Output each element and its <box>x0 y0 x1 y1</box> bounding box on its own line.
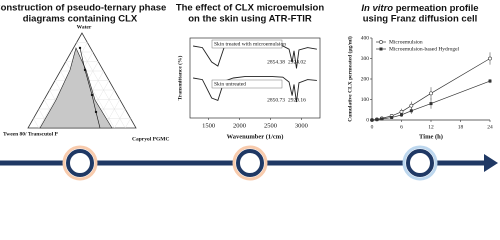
marker <box>488 79 492 83</box>
milestone <box>236 149 264 177</box>
y-axis-label: Transmittance (%) <box>176 56 183 101</box>
series-label: Skin treated with microemulsion <box>214 41 286 47</box>
spectrum-line <box>193 75 317 103</box>
peak-label: 2924.02 <box>288 59 306 65</box>
x-tick-label: 0 <box>371 124 374 130</box>
title-italic: In vitro <box>361 3 393 14</box>
marker <box>390 116 394 120</box>
vertex-label: Water <box>77 24 92 30</box>
marker <box>409 103 414 108</box>
phase-region <box>39 47 113 129</box>
label-box <box>211 79 283 89</box>
milestone <box>406 149 434 177</box>
marker <box>429 91 433 96</box>
plot-frame <box>189 37 321 119</box>
panel-title: The effect of CLX microemulsion <box>176 3 325 14</box>
title-rest: permeation profile <box>396 3 479 14</box>
triangle-grid <box>125 118 131 129</box>
y-tick-label: 200 <box>361 76 370 82</box>
point <box>90 93 94 97</box>
panel-title: on the skin using ATR-FTIR <box>188 14 312 25</box>
y-tick-label: 100 <box>361 97 370 103</box>
peak-label: 2920.16 <box>288 97 306 103</box>
marker <box>380 117 384 121</box>
y-tick-label: 300 <box>361 56 370 62</box>
vertex-label: Capryol PGMC <box>132 136 169 142</box>
x-tick-label: 1500 <box>202 122 215 129</box>
point <box>78 46 82 50</box>
legend-label: Microemulsion <box>389 39 423 45</box>
panel-title: Construction of pseudo-ternary phase <box>0 3 166 14</box>
x-axis-label: Wavenumber (1/cm) <box>227 133 284 140</box>
x-tick-label: 2500 <box>264 122 277 129</box>
marker <box>409 109 413 113</box>
x-tick-label: 24 <box>487 124 493 130</box>
series-label: Skin untreated <box>214 81 246 87</box>
point <box>83 68 87 72</box>
marker <box>370 118 374 122</box>
vertex-label: Tween 80/ Transcutol P <box>3 131 58 137</box>
triangle-grid <box>76 42 126 129</box>
peak-label: 2854.38 <box>267 59 285 65</box>
peak-label: 2850.73 <box>267 97 285 103</box>
y-tick-label: 0 <box>366 117 369 123</box>
point <box>94 110 98 114</box>
x-tick-label: 3000 <box>295 122 308 129</box>
panel-title: diagrams containing CLX <box>23 14 138 25</box>
graphical-abstract: Construction of pseudo-ternary phase dia… <box>0 3 498 181</box>
panel-title: using Franz diffusion cell <box>363 14 478 25</box>
y-axis-label: Cumulative CLX permeated (µg/ml) <box>346 36 353 122</box>
marker <box>429 102 433 106</box>
x-axis-label: Time (h) <box>419 133 443 140</box>
legend-label: Microemulsion-based Hydrogel <box>389 46 460 52</box>
triangle-grid <box>33 118 39 129</box>
x-tick-label: 6 <box>400 124 403 130</box>
timeline <box>0 145 498 181</box>
panel-title: In vitro permeation profile <box>361 3 478 14</box>
x-tick-label: 12 <box>428 124 434 130</box>
legend-marker <box>379 40 383 44</box>
milestones <box>62 145 438 181</box>
label-box <box>211 39 283 49</box>
marker <box>488 56 492 61</box>
x-tick-label: 18 <box>458 124 464 130</box>
milestone <box>66 149 94 177</box>
x-tick-label: 2000 <box>233 122 246 129</box>
y-tick-label: 400 <box>361 35 370 41</box>
legend-marker <box>379 47 383 51</box>
marker <box>375 118 379 122</box>
marker <box>400 113 403 117</box>
arrow-head <box>484 154 498 172</box>
